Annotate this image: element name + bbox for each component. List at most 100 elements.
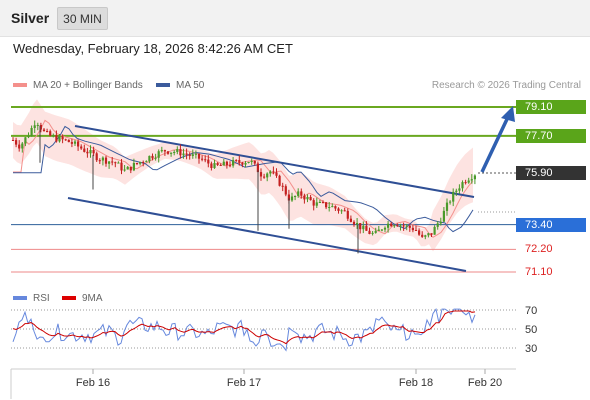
candle-body-113 <box>362 225 365 230</box>
level-label-1: 77.70 <box>516 128 586 143</box>
candle-body-7 <box>33 125 36 128</box>
candle-body-46 <box>154 157 157 159</box>
candle-body-105 <box>337 208 340 211</box>
candle-body-44 <box>148 155 151 162</box>
candle-body-49 <box>163 150 166 152</box>
candle-body-40 <box>135 163 139 164</box>
instrument-title: Silver <box>11 10 50 26</box>
candle-body-32 <box>111 161 114 163</box>
legend-ma20-label: MA 20 + Bollinger Bands <box>33 80 143 91</box>
rsi-tick-1: 50 <box>525 324 537 336</box>
candle-body-61 <box>201 158 204 160</box>
x-label-1: Feb 17 <box>227 377 261 389</box>
candle-body-47 <box>157 151 160 158</box>
candle-body-41 <box>139 162 142 164</box>
candle-body-62 <box>204 159 207 161</box>
candle-body-131 <box>418 230 421 235</box>
candle-body-45 <box>151 155 154 159</box>
candle-body-14 <box>55 135 58 142</box>
candle-body-84 <box>272 171 275 173</box>
candle-body-91 <box>294 196 297 197</box>
candle-body-94 <box>303 195 306 200</box>
legend-ma50: MA 50 <box>156 80 204 91</box>
candle-body-107 <box>343 210 346 212</box>
rsi-tick-2: 30 <box>525 343 537 355</box>
candle-body-35 <box>120 162 123 171</box>
candle-body-4 <box>24 137 27 144</box>
candle-body-126 <box>402 225 405 227</box>
candle-body-139 <box>442 210 445 222</box>
candle-body-2 <box>18 144 21 149</box>
candle-body-67 <box>219 165 222 166</box>
candle-body-112 <box>359 223 362 230</box>
candle-body-74 <box>241 162 244 165</box>
candle-body-57 <box>188 154 191 156</box>
candle-body-124 <box>396 225 399 227</box>
candle-body-129 <box>411 227 414 231</box>
candle-body-138 <box>439 221 442 224</box>
candle-body-148 <box>470 179 473 181</box>
ma20-line <box>13 119 474 238</box>
candle-body-93 <box>300 191 303 196</box>
candle-body-116 <box>371 232 374 234</box>
top-bar: Silver 30 MIN <box>0 0 590 37</box>
legend-ma50-swatch <box>156 83 170 88</box>
candle-body-147 <box>467 180 470 183</box>
level-label-4: 72.20 <box>525 243 553 256</box>
candle-body-26 <box>92 150 95 154</box>
candle-body-30 <box>104 157 108 164</box>
candle-body-72 <box>235 160 238 162</box>
candle-body-108 <box>346 210 349 219</box>
candle-body-52 <box>173 152 176 153</box>
candle-body-123 <box>393 225 396 227</box>
candle-body-88 <box>284 186 287 195</box>
rsi-legend-swatch <box>13 296 27 301</box>
candle-body-16 <box>61 136 64 140</box>
timeframe-button[interactable]: 30 MIN <box>57 7 108 30</box>
candle-body-114 <box>365 225 368 231</box>
x-label-0: Feb 16 <box>76 377 110 389</box>
candle-body-63 <box>207 159 210 164</box>
level-label-3: 73.40 <box>516 217 586 232</box>
candle-body-76 <box>247 162 250 163</box>
candle-body-8 <box>36 125 39 126</box>
candle-body-86 <box>278 175 281 186</box>
candle-body-143 <box>455 190 458 192</box>
candle-body-125 <box>399 225 402 227</box>
candle-body-119 <box>380 229 383 231</box>
legend-ma20-bb: MA 20 + Bollinger Bands <box>13 80 143 91</box>
candle-body-66 <box>216 163 219 165</box>
candle-body-145 <box>461 182 464 189</box>
candle-body-43 <box>145 161 148 163</box>
channel-lower-line <box>67 197 467 272</box>
candle-body-141 <box>449 201 452 203</box>
candle-body-70 <box>228 165 232 167</box>
rsi-line <box>12 307 476 352</box>
candle-body-85 <box>275 172 278 176</box>
candle-body-22 <box>80 146 83 149</box>
candle-body-146 <box>464 182 467 184</box>
candle-body-103 <box>331 206 334 208</box>
candle-body-120 <box>383 227 387 230</box>
candle-body-59 <box>194 153 197 155</box>
candle-body-80 <box>259 172 263 177</box>
rsi-ma-line <box>12 310 476 345</box>
channel-upper-line <box>74 125 475 198</box>
candle-body-18 <box>67 139 70 143</box>
candle-body-13 <box>52 135 55 137</box>
candle-body-37 <box>126 166 129 170</box>
candle-body-20 <box>73 141 77 144</box>
candle-body-75 <box>244 163 247 165</box>
research-credit: Research © 2026 Trading Central <box>431 80 581 91</box>
candle-body-36 <box>123 169 126 171</box>
level-label-0: 79.10 <box>516 100 586 114</box>
candle-body-135 <box>430 233 433 235</box>
candle-body-77 <box>250 160 253 162</box>
candle-body-144 <box>458 188 461 191</box>
candle-body-1 <box>15 140 18 145</box>
rsi-legend: RSI <box>13 293 50 304</box>
target-arrow-shaft <box>480 116 510 173</box>
candle-body-19 <box>70 142 73 144</box>
candle-body-117 <box>374 230 377 233</box>
level-label-2: 75.90 <box>516 166 586 180</box>
